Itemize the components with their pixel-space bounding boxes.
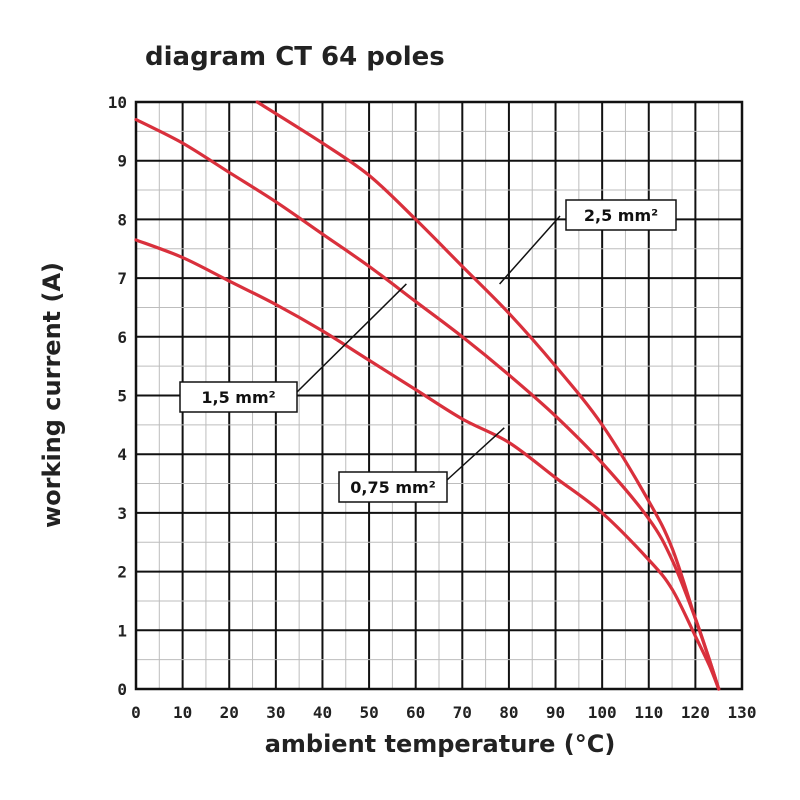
annotation-label: 2,5 mm² bbox=[584, 206, 658, 225]
y-tick-label: 8 bbox=[117, 210, 127, 229]
annotation-leader-line bbox=[296, 283, 407, 393]
y-tick-label: 9 bbox=[117, 152, 127, 171]
x-tick-label: 50 bbox=[359, 703, 378, 722]
annotation-box bbox=[338, 471, 448, 503]
annotation-box bbox=[565, 199, 677, 231]
x-tick-label: 80 bbox=[499, 703, 518, 722]
x-tick-label: 40 bbox=[313, 703, 332, 722]
y-tick-label: 7 bbox=[117, 269, 127, 288]
y-tick-label: 2 bbox=[117, 563, 127, 582]
y-tick-label: 1 bbox=[117, 621, 127, 640]
chart-title: diagram CT 64 poles bbox=[145, 42, 445, 72]
x-axis-label: ambient temperature (°C) bbox=[265, 730, 616, 758]
annotations: 2,5 mm² 1,5 mm² 0,75 mm² bbox=[179, 199, 677, 503]
x-tick-label: 70 bbox=[453, 703, 472, 722]
annotation-label: 0,75 mm² bbox=[350, 478, 435, 497]
x-tick-label: 60 bbox=[406, 703, 425, 722]
x-tick-label: 120 bbox=[681, 703, 710, 722]
y-tick-label: 10 bbox=[108, 93, 127, 112]
x-tick-label: 110 bbox=[634, 703, 663, 722]
x-tick-label: 90 bbox=[546, 703, 565, 722]
annotation-label: 1,5 mm² bbox=[201, 388, 275, 407]
tick-labels: 0 10 20 30 40 50 60 70 80 90 100 110 120 130 0 1 2 3 4 5 6 7 8… bbox=[108, 93, 757, 722]
x-tick-label: 10 bbox=[173, 703, 192, 722]
y-tick-label: 4 bbox=[117, 445, 127, 464]
annotation-box bbox=[179, 381, 298, 413]
x-tick-label: 20 bbox=[220, 703, 239, 722]
annotation-leader-line bbox=[499, 215, 561, 285]
y-tick-label: 0 bbox=[117, 680, 127, 699]
series-line-2 bbox=[134, 118, 721, 691]
grid bbox=[134, 100, 744, 691]
y-tick-label: 6 bbox=[117, 328, 127, 347]
plot-frame bbox=[134, 100, 744, 691]
x-tick-label: 30 bbox=[266, 703, 285, 722]
series-line-3 bbox=[134, 238, 721, 691]
x-tick-label: 130 bbox=[728, 703, 757, 722]
x-tick-label: 0 bbox=[131, 703, 141, 722]
y-axis-label: working current (A) bbox=[38, 262, 66, 528]
y-tick-label: 5 bbox=[117, 387, 127, 406]
curves bbox=[134, 100, 721, 691]
annotation-leader-line bbox=[446, 427, 505, 481]
y-tick-label: 3 bbox=[117, 504, 127, 523]
x-tick-label: 100 bbox=[588, 703, 617, 722]
